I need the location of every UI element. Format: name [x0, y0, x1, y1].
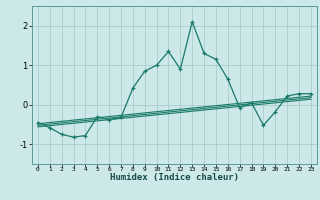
- X-axis label: Humidex (Indice chaleur): Humidex (Indice chaleur): [110, 173, 239, 182]
